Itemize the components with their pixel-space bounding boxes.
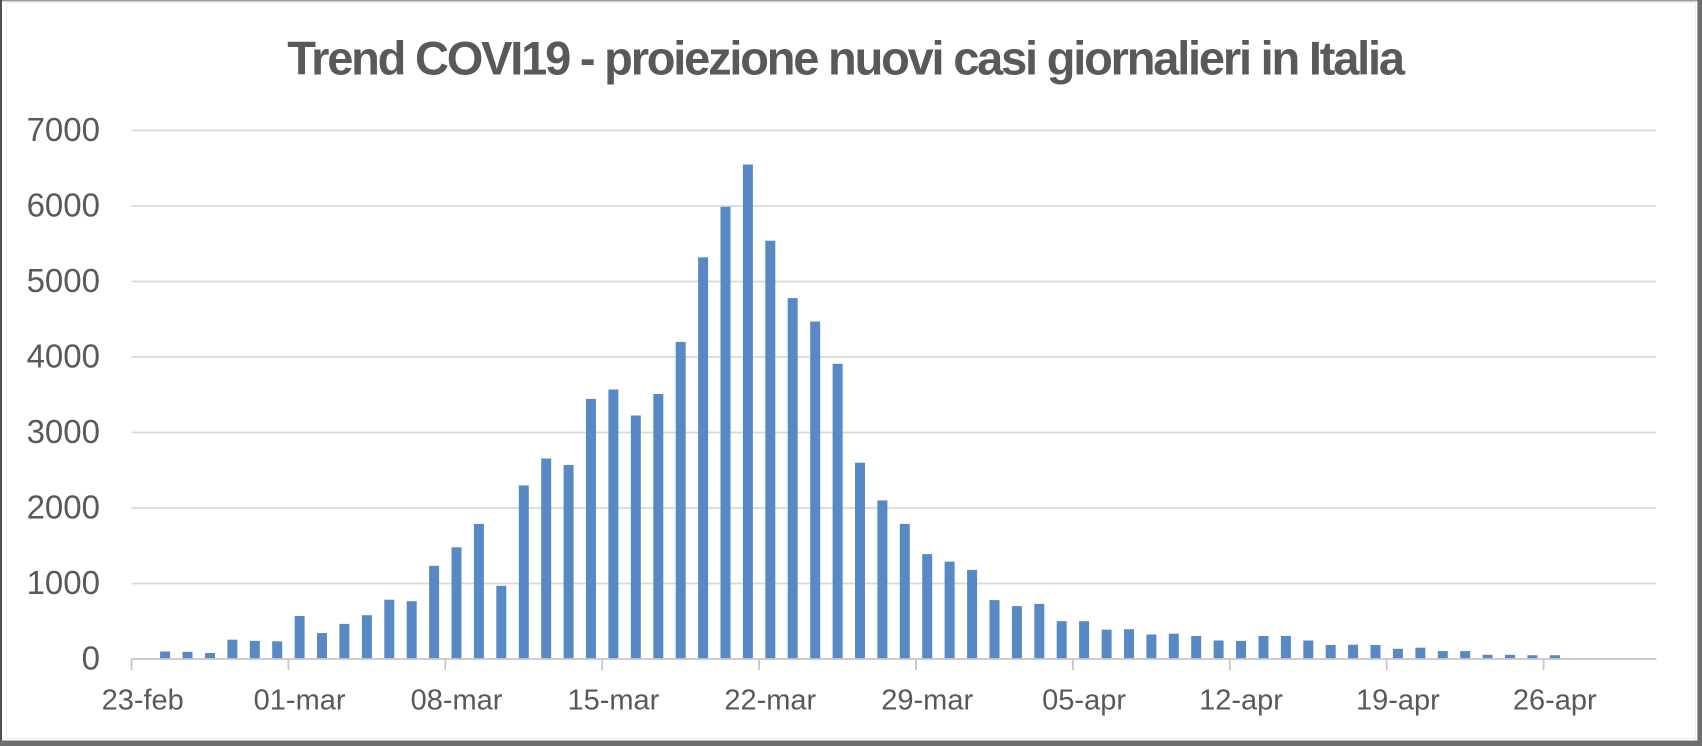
- svg-text:05-apr: 05-apr: [1042, 685, 1126, 717]
- svg-text:7000: 7000: [27, 111, 100, 148]
- svg-text:01-mar: 01-mar: [254, 685, 346, 717]
- svg-text:19-apr: 19-apr: [1356, 685, 1440, 717]
- svg-text:2000: 2000: [27, 489, 100, 526]
- svg-text:29-mar: 29-mar: [881, 685, 973, 717]
- svg-text:0: 0: [82, 640, 100, 677]
- svg-text:23-feb: 23-feb: [102, 685, 184, 717]
- svg-text:5000: 5000: [27, 262, 100, 299]
- svg-text:08-mar: 08-mar: [411, 685, 503, 717]
- svg-text:15-mar: 15-mar: [567, 685, 659, 717]
- svg-text:Trend COVI19 - proiezione nuov: Trend COVI19 - proiezione nuovi casi gio…: [287, 32, 1406, 85]
- svg-text:1000: 1000: [27, 564, 100, 601]
- svg-text:12-apr: 12-apr: [1199, 685, 1283, 717]
- svg-text:3000: 3000: [27, 413, 100, 450]
- svg-text:6000: 6000: [27, 187, 100, 224]
- svg-text:26-apr: 26-apr: [1513, 685, 1597, 717]
- svg-text:4000: 4000: [27, 338, 100, 375]
- svg-text:22-mar: 22-mar: [724, 685, 816, 717]
